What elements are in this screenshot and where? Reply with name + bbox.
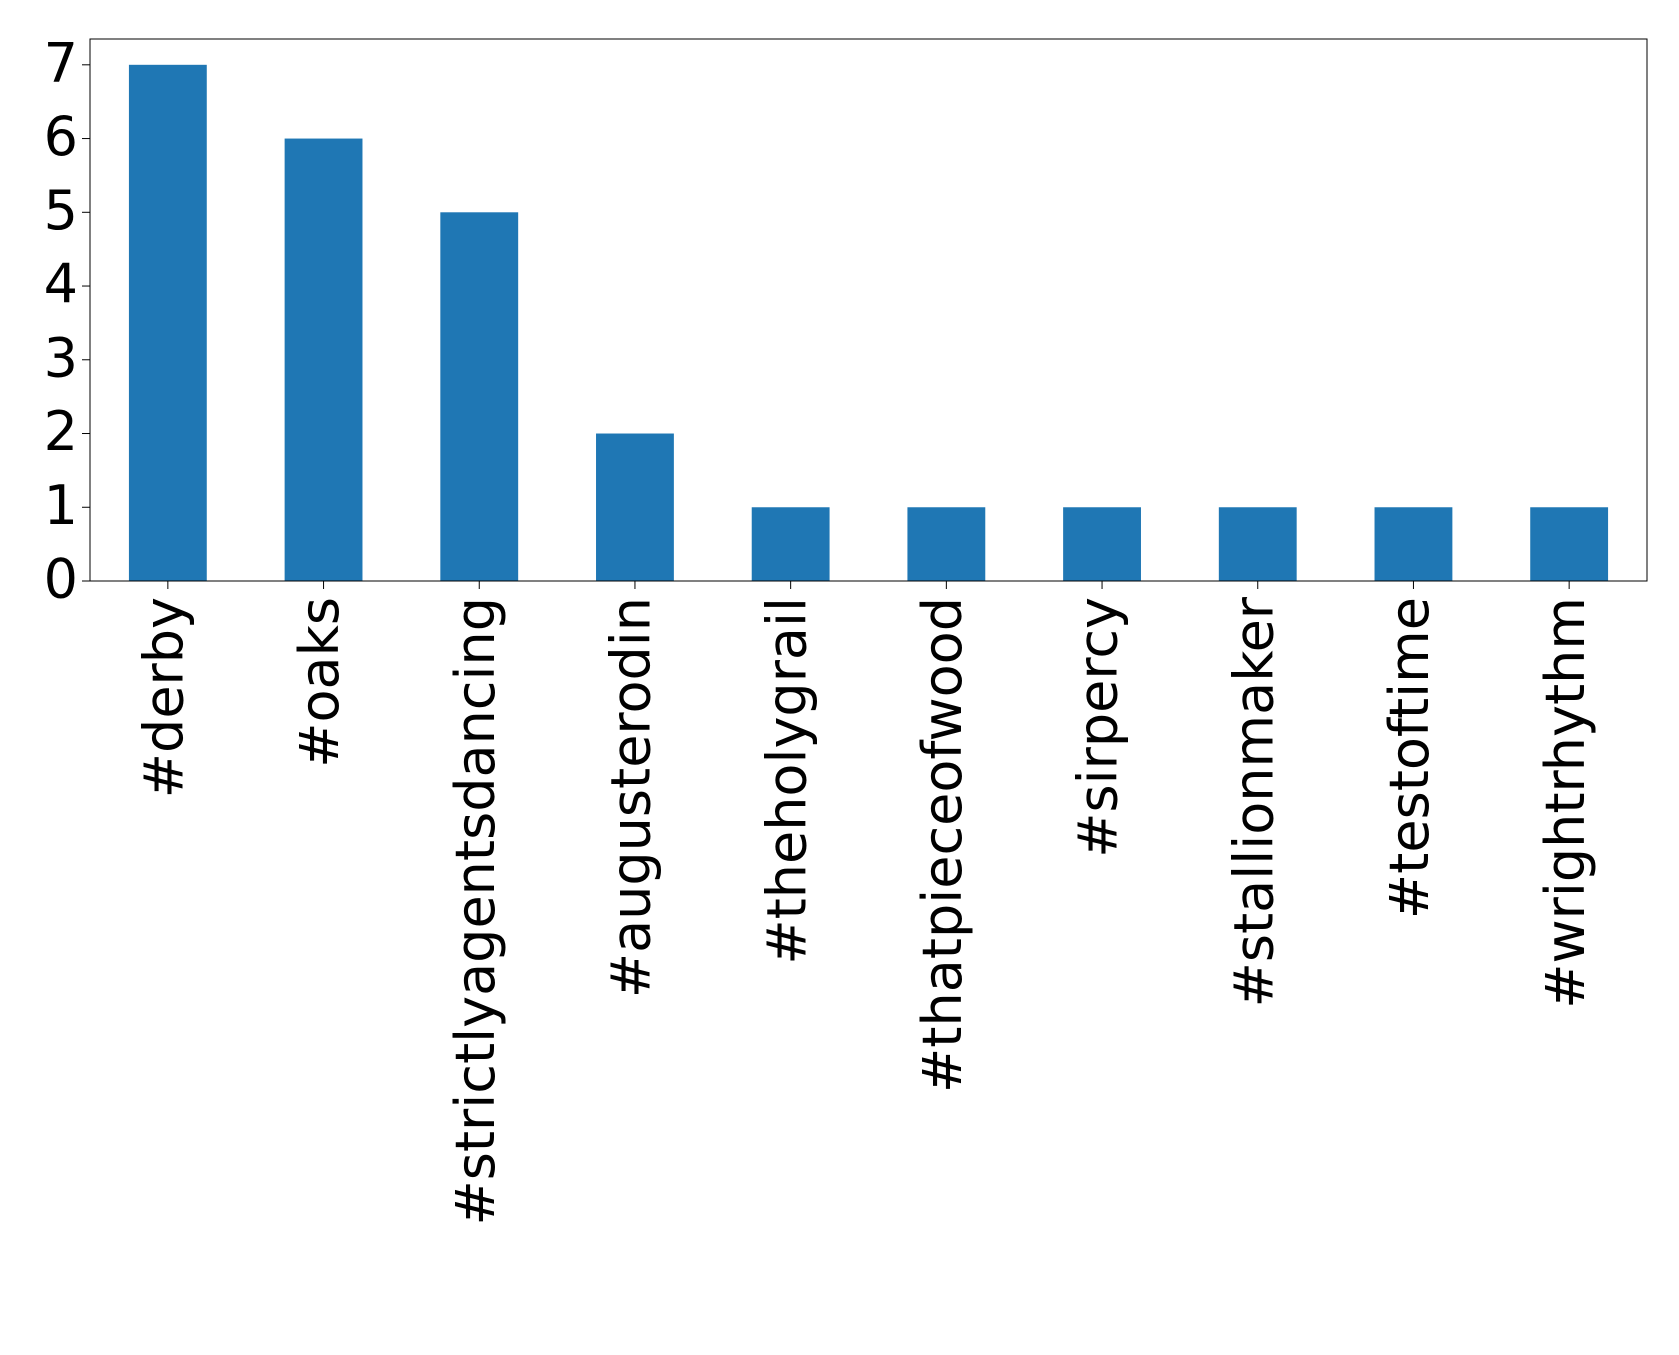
y-tick-label: 1 (44, 474, 78, 537)
plot-frame (89, 38, 1648, 582)
y-tick-label: 0 (44, 548, 78, 611)
bar (284, 138, 363, 581)
bar (1218, 507, 1297, 581)
bar (440, 212, 519, 581)
bar (1530, 507, 1609, 581)
bar (1374, 507, 1453, 581)
x-tick-label: #oaks (288, 597, 351, 768)
y-tick-label: 3 (44, 326, 78, 389)
y-tick-label: 6 (44, 105, 78, 168)
x-tick-label: #theholygrail (755, 597, 818, 965)
y-tick-label: 7 (44, 31, 78, 94)
x-tick-label: #derby (132, 597, 195, 798)
x-tick-label: #wrightrhythm (1534, 597, 1597, 1009)
x-tick-label: #strictlyagentsdancing (444, 597, 507, 1226)
x-tick-label: #stallionmaker (1222, 596, 1285, 1007)
bar (751, 507, 830, 581)
bar (596, 433, 674, 581)
x-tick-label: #thatpieceofwood (911, 597, 974, 1093)
y-tick-label: 2 (44, 400, 78, 463)
bar (907, 507, 986, 581)
bar (1063, 507, 1141, 581)
bar (128, 64, 207, 582)
y-tick-label: 5 (44, 179, 78, 242)
x-tick-label: #testoftime (1378, 597, 1441, 919)
y-tick-label: 4 (44, 253, 78, 316)
x-tick-label: #augusterodin (600, 597, 663, 998)
x-tick-label: #sirpercy (1067, 597, 1130, 858)
